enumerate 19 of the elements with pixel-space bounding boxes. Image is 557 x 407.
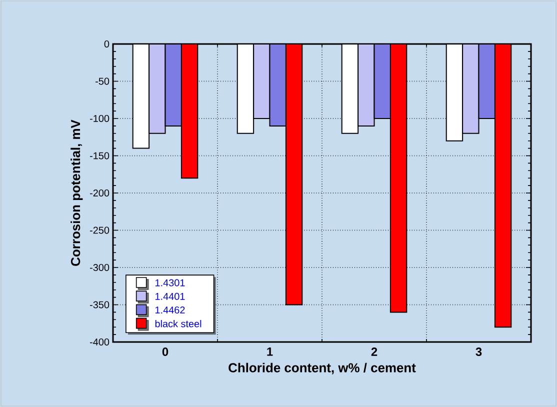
x-tick-label: 2 <box>371 348 378 356</box>
x-tick-label: 1 <box>267 348 273 356</box>
y-tick-label: -300 <box>90 264 110 272</box>
y-tick-label: -150 <box>90 152 110 160</box>
y-tick-label: -350 <box>90 301 110 308</box>
legend-label: 1.4401 <box>156 292 185 300</box>
y-tick-label: -400 <box>90 338 110 346</box>
y-axis-title: Corrosion potential, mV <box>70 120 83 266</box>
x-tick-label: 3 <box>476 348 482 356</box>
x-tick-label: 0 <box>162 348 168 356</box>
legend-label: 1.4301 <box>156 279 185 286</box>
y-tick-label: -50 <box>96 78 110 85</box>
y-tick-label: -200 <box>90 189 110 197</box>
x-axis-title: Chloride content, w% / cement <box>228 362 416 374</box>
y-tick-label: -250 <box>90 226 110 234</box>
y-tick-label: -100 <box>90 114 110 122</box>
legend-label: 1.4462 <box>156 306 185 314</box>
legend-label: black steel <box>155 320 202 328</box>
y-tick-label: 0 <box>104 40 110 48</box>
